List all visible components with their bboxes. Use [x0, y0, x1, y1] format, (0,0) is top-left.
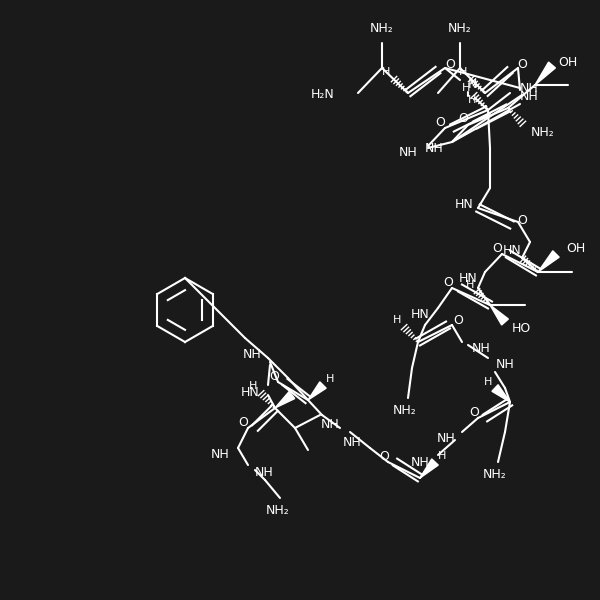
- Text: NH: NH: [436, 431, 455, 445]
- Text: NH₂: NH₂: [393, 403, 417, 416]
- Text: H: H: [326, 374, 334, 384]
- Text: O: O: [458, 112, 468, 124]
- Polygon shape: [538, 251, 559, 272]
- Text: HO: HO: [512, 322, 531, 335]
- Text: HN: HN: [411, 308, 430, 322]
- Text: HN: HN: [503, 244, 522, 257]
- Text: NH: NH: [243, 349, 262, 361]
- Text: OH: OH: [566, 241, 585, 254]
- Polygon shape: [308, 382, 326, 400]
- Text: H: H: [393, 315, 401, 325]
- Text: NH: NH: [472, 341, 491, 355]
- Text: H: H: [468, 95, 476, 105]
- Text: H: H: [459, 67, 467, 77]
- Text: O: O: [517, 214, 527, 226]
- Text: O: O: [517, 58, 527, 71]
- Text: O: O: [445, 58, 455, 71]
- Polygon shape: [492, 385, 510, 402]
- Text: HN: HN: [458, 271, 477, 284]
- Text: H: H: [462, 83, 470, 93]
- Text: OH: OH: [558, 55, 577, 68]
- Polygon shape: [535, 62, 556, 85]
- Text: H: H: [484, 377, 492, 387]
- Polygon shape: [275, 391, 295, 408]
- Text: NH₂: NH₂: [370, 22, 394, 34]
- Text: NH: NH: [520, 89, 539, 103]
- Text: O: O: [269, 370, 279, 383]
- Text: O: O: [379, 449, 389, 463]
- Text: NH: NH: [520, 82, 539, 94]
- Text: NH: NH: [496, 358, 515, 371]
- Text: N: N: [468, 77, 478, 91]
- Polygon shape: [420, 459, 438, 478]
- Text: NH₂: NH₂: [448, 22, 472, 34]
- Text: NH: NH: [321, 419, 340, 431]
- Text: NH: NH: [399, 145, 418, 158]
- Text: NH₂: NH₂: [266, 503, 290, 517]
- Text: O: O: [469, 406, 479, 419]
- Text: O: O: [443, 275, 453, 289]
- Text: NH: NH: [424, 142, 443, 154]
- Text: NH: NH: [411, 455, 430, 469]
- Text: NH₂: NH₂: [483, 469, 507, 481]
- Text: O: O: [492, 241, 502, 254]
- Polygon shape: [490, 305, 508, 325]
- Text: NH₂: NH₂: [531, 125, 555, 139]
- Text: H₂N: H₂N: [311, 88, 335, 101]
- Text: O: O: [238, 415, 248, 428]
- Text: H: H: [249, 381, 257, 391]
- Text: O: O: [435, 115, 445, 128]
- Text: NH: NH: [343, 436, 362, 449]
- Text: H: H: [382, 67, 390, 77]
- Text: NH: NH: [211, 449, 230, 461]
- Text: NH: NH: [255, 466, 274, 479]
- Text: H: H: [438, 451, 446, 461]
- Text: H: H: [466, 280, 474, 290]
- Text: HN: HN: [241, 385, 260, 398]
- Text: HN: HN: [454, 199, 473, 211]
- Text: O: O: [453, 313, 463, 326]
